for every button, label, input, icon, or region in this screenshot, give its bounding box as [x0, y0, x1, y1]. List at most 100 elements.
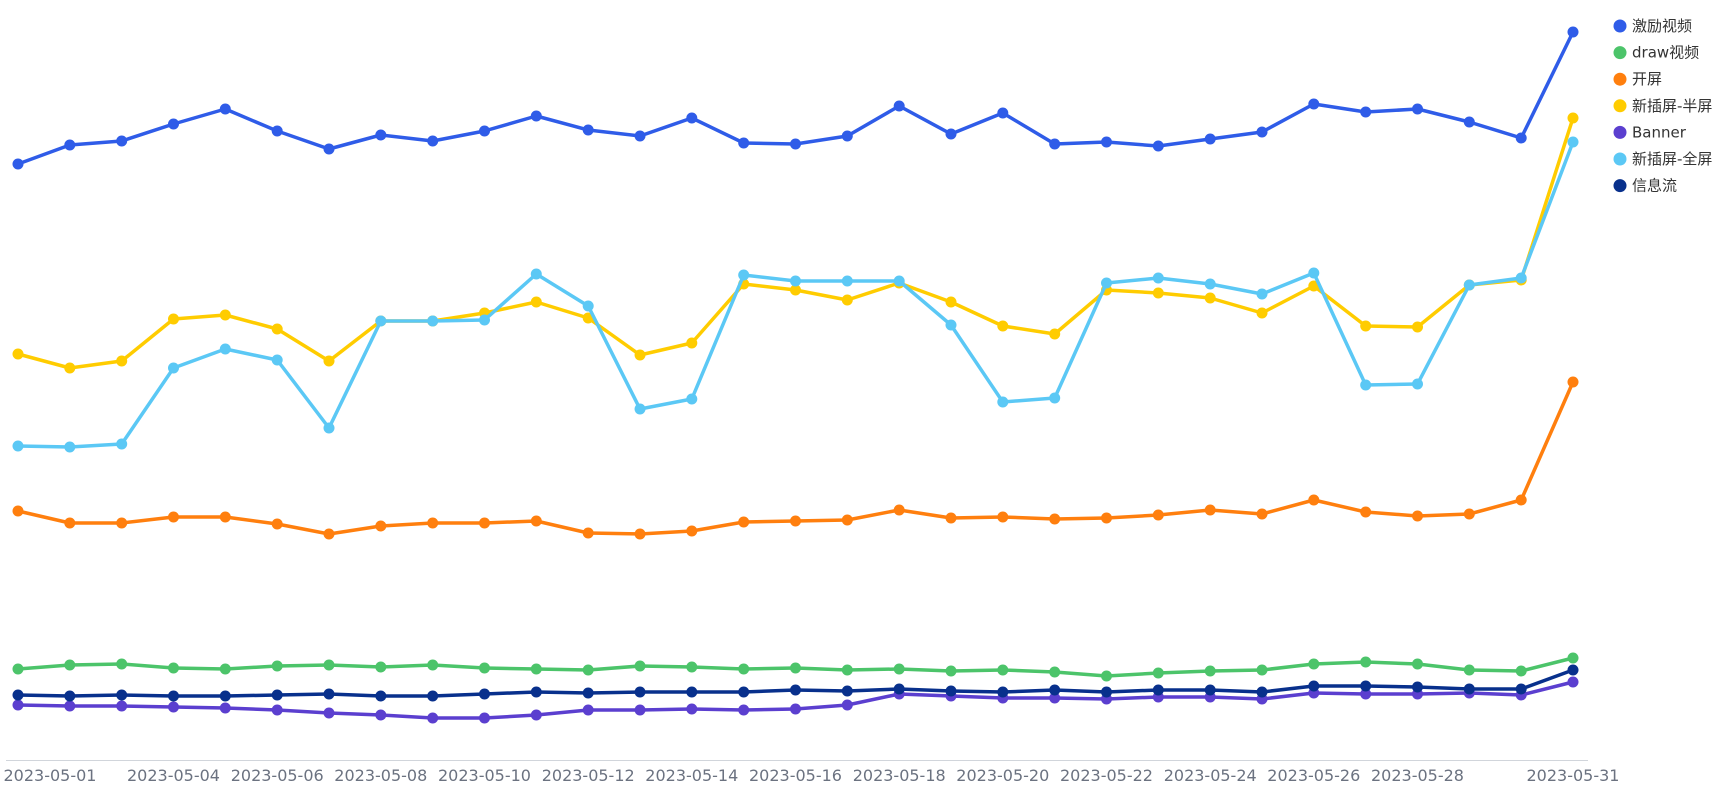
- data-point[interactable]: [1152, 667, 1164, 679]
- legend-item[interactable]: 新插屏-全屏: [1613, 150, 1713, 168]
- data-point[interactable]: [582, 124, 594, 136]
- data-point[interactable]: [1049, 138, 1061, 150]
- data-point[interactable]: [1515, 494, 1527, 506]
- data-point[interactable]: [893, 683, 905, 695]
- data-point[interactable]: [686, 337, 698, 349]
- legend-item[interactable]: 激励视频: [1613, 17, 1693, 35]
- data-point[interactable]: [530, 268, 542, 280]
- data-point[interactable]: [375, 690, 387, 702]
- data-point[interactable]: [790, 284, 801, 296]
- data-point[interactable]: [841, 275, 853, 287]
- data-point[interactable]: [1204, 665, 1216, 677]
- data-point[interactable]: [686, 112, 698, 124]
- data-point[interactable]: [1567, 136, 1579, 148]
- data-point[interactable]: [1463, 508, 1475, 520]
- data-point[interactable]: [1308, 680, 1320, 692]
- data-point[interactable]: [116, 355, 128, 367]
- data-point[interactable]: [12, 689, 24, 701]
- data-point[interactable]: [1412, 510, 1423, 522]
- data-point[interactable]: [1204, 278, 1216, 290]
- data-point[interactable]: [1412, 378, 1423, 390]
- data-point[interactable]: [1049, 328, 1061, 340]
- data-point[interactable]: [1204, 133, 1216, 145]
- data-point[interactable]: [323, 528, 335, 540]
- data-point[interactable]: [479, 688, 490, 700]
- data-point[interactable]: [375, 520, 387, 532]
- data-point[interactable]: [582, 704, 594, 716]
- data-point[interactable]: [427, 135, 439, 147]
- data-point[interactable]: [1308, 98, 1320, 110]
- legend-item[interactable]: 开屏: [1613, 70, 1663, 88]
- data-point[interactable]: [1360, 106, 1372, 118]
- data-point[interactable]: [997, 664, 1009, 676]
- data-point[interactable]: [1567, 664, 1579, 676]
- data-point[interactable]: [219, 663, 231, 675]
- data-point[interactable]: [1567, 26, 1579, 38]
- data-point[interactable]: [1463, 116, 1475, 128]
- data-point[interactable]: [582, 300, 594, 312]
- data-point[interactable]: [219, 702, 231, 714]
- data-point[interactable]: [271, 518, 283, 530]
- data-point[interactable]: [168, 690, 179, 702]
- data-point[interactable]: [219, 511, 231, 523]
- data-point[interactable]: [634, 403, 646, 415]
- data-point[interactable]: [945, 296, 957, 308]
- data-point[interactable]: [323, 707, 335, 719]
- data-point[interactable]: [1049, 684, 1061, 696]
- data-point[interactable]: [12, 440, 24, 452]
- data-point[interactable]: [582, 687, 594, 699]
- data-point[interactable]: [686, 703, 698, 715]
- data-point[interactable]: [997, 107, 1009, 119]
- data-point[interactable]: [841, 514, 853, 526]
- data-point[interactable]: [219, 103, 231, 115]
- data-point[interactable]: [116, 517, 128, 529]
- data-point[interactable]: [271, 660, 283, 672]
- data-point[interactable]: [945, 685, 957, 697]
- data-point[interactable]: [64, 700, 76, 712]
- data-point[interactable]: [790, 138, 801, 150]
- data-point[interactable]: [738, 269, 750, 281]
- data-point[interactable]: [530, 515, 542, 527]
- data-point[interactable]: [1412, 321, 1423, 333]
- data-point[interactable]: [479, 125, 490, 137]
- data-point[interactable]: [375, 129, 387, 141]
- data-point[interactable]: [64, 441, 76, 453]
- data-point[interactable]: [841, 685, 853, 697]
- data-point[interactable]: [168, 701, 179, 713]
- data-point[interactable]: [323, 659, 335, 671]
- data-point[interactable]: [790, 684, 801, 696]
- data-point[interactable]: [1360, 506, 1372, 518]
- data-point[interactable]: [997, 320, 1009, 332]
- data-point[interactable]: [1360, 656, 1372, 668]
- data-point[interactable]: [634, 686, 646, 698]
- data-point[interactable]: [375, 709, 387, 721]
- data-point[interactable]: [116, 700, 128, 712]
- data-point[interactable]: [1101, 512, 1112, 524]
- data-point[interactable]: [1360, 680, 1372, 692]
- data-point[interactable]: [271, 689, 283, 701]
- data-point[interactable]: [1152, 272, 1164, 284]
- data-point[interactable]: [1567, 112, 1579, 124]
- data-point[interactable]: [12, 699, 24, 711]
- data-point[interactable]: [790, 515, 801, 527]
- data-point[interactable]: [790, 703, 801, 715]
- data-point[interactable]: [530, 663, 542, 675]
- data-point[interactable]: [116, 658, 128, 670]
- data-point[interactable]: [323, 355, 335, 367]
- data-point[interactable]: [1049, 513, 1061, 525]
- data-point[interactable]: [1204, 684, 1216, 696]
- data-point[interactable]: [1204, 292, 1216, 304]
- data-point[interactable]: [479, 712, 490, 724]
- data-point[interactable]: [1049, 666, 1061, 678]
- data-point[interactable]: [686, 393, 698, 405]
- data-point[interactable]: [1049, 692, 1061, 704]
- data-point[interactable]: [634, 660, 646, 672]
- data-point[interactable]: [168, 362, 179, 374]
- data-point[interactable]: [271, 354, 283, 366]
- data-point[interactable]: [634, 130, 646, 142]
- data-point[interactable]: [12, 348, 24, 360]
- data-point[interactable]: [738, 516, 750, 528]
- data-point[interactable]: [64, 517, 76, 529]
- data-point[interactable]: [1101, 670, 1112, 682]
- data-point[interactable]: [530, 110, 542, 122]
